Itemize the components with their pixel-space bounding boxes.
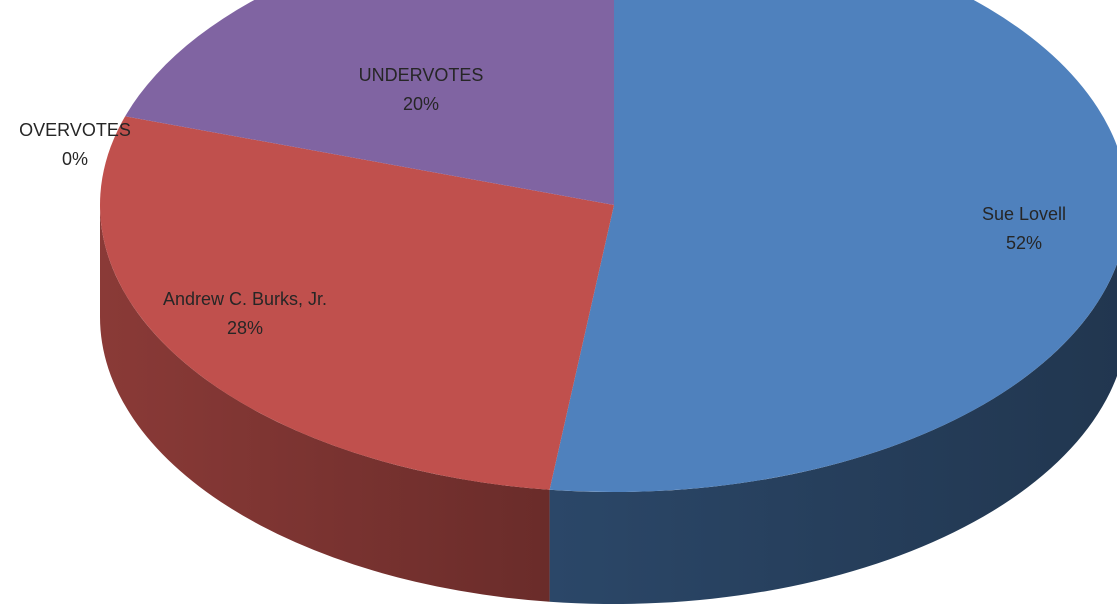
data-label-sue-lovell: Sue Lovell 52% [982, 204, 1066, 253]
pie-side-sue-lovell [549, 263, 1117, 604]
pie-slice-andrew-c-burks-jr [99, 116, 614, 490]
data-label-undervotes: UNDERVOTES 20% [359, 65, 484, 114]
data-label-overvotes: OVERVOTES 0% [19, 120, 131, 169]
data-label-andrew-c-burks-jr: Andrew C. Burks, Jr. 28% [163, 289, 327, 338]
pie-sides [100, 205, 1117, 604]
pie-slice-sue-lovell [549, 0, 1117, 492]
pie-slice-undervotes [125, 0, 614, 205]
pie-tops [99, 0, 1117, 492]
pie-side-andrew-c-burks-jr [100, 205, 550, 602]
pie-labels: Sue Lovell 52% Andrew C. Burks, Jr. 28% OVER… [19, 65, 1066, 338]
